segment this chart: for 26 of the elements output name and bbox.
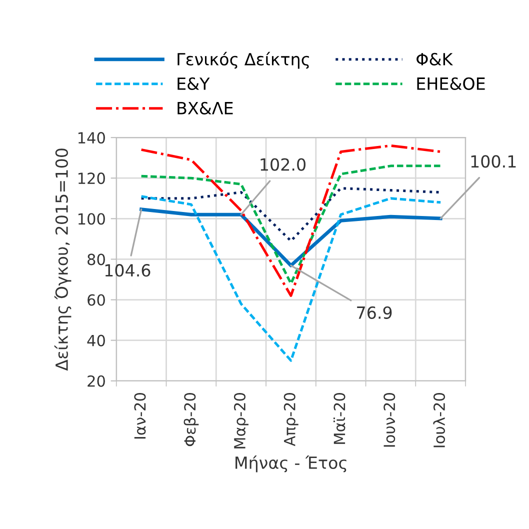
x-tick-label: Ιουν-20 [384,393,396,447]
y-tick-label: 80 [88,254,105,266]
legend-label: Γενικός Δείκτης [178,52,309,69]
x-tick-label: Μαρ-20 [234,393,248,448]
legend-label: ΕΗΕ&ΟΕ [417,77,485,90]
y-tick-label: 100 [78,213,105,225]
x-tick-label: Ιουλ-20 [433,393,446,448]
x-axis-title: Μήνας - Έτος [236,455,346,472]
y-tick-label: 120 [78,172,105,184]
legend-label: Ε&Υ [178,77,210,90]
annotation: 100.1 [471,155,516,168]
annotation: 102.0 [260,158,306,171]
x-tick-label: Ιαν-20 [134,393,146,439]
x-tick-label: Φεβ-20 [184,393,199,446]
annotation: 76.9 [357,306,392,319]
x-tick-label: Μαϊ-20 [333,393,346,444]
y-tick-label: 140 [78,132,105,144]
y-axis-title: Δείκτης Όγκου, 2015=100 [54,148,72,371]
x-tick-label: Απρ-20 [284,393,298,446]
line-series [140,186,442,242]
y-tick-label: 40 [87,334,105,346]
annotation: 104.6 [105,264,150,277]
y-tick-label: 60 [88,294,105,306]
y-tick-label: 20 [88,375,105,387]
legend-label: ΒΧ&ΛΕ [178,102,233,114]
legend-label: Φ&Κ [416,52,454,66]
